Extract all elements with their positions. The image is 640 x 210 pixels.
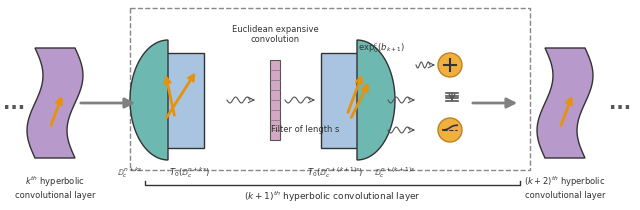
Text: $\mathbb{D}_c^{n+ks}$: $\mathbb{D}_c^{n+ks}$ (117, 165, 143, 180)
FancyBboxPatch shape (321, 52, 359, 147)
PathPatch shape (130, 40, 168, 160)
Bar (130, 8, 530, 170)
Text: ...: ... (3, 93, 25, 113)
Text: $T_0(\mathbb{D}_c^{n+ks})$: $T_0(\mathbb{D}_c^{n+ks})$ (170, 165, 211, 180)
Text: $(k+1)^{th}$ hyperbolic convolutional layer: $(k+1)^{th}$ hyperbolic convolutional la… (244, 190, 421, 204)
Text: $(k+2)^{th}$ hyperbolic
convolutional layer: $(k+2)^{th}$ hyperbolic convolutional la… (524, 175, 605, 200)
PathPatch shape (537, 48, 593, 158)
Text: $k^{th}$ hyperbolic
convolutional layer: $k^{th}$ hyperbolic convolutional layer (15, 175, 95, 200)
Circle shape (438, 53, 462, 77)
Bar (270, 60, 280, 140)
PathPatch shape (357, 40, 395, 160)
Circle shape (438, 118, 462, 142)
Text: $\mathbb{D}_c^{n+(k+1)s}$: $\mathbb{D}_c^{n+(k+1)s}$ (374, 165, 415, 180)
FancyBboxPatch shape (166, 52, 204, 147)
Text: Filter of length s: Filter of length s (271, 125, 339, 134)
Text: $T_0(\mathbb{D}_c^{n+(k+1)s})$: $T_0(\mathbb{D}_c^{n+(k+1)s})$ (307, 165, 364, 180)
Text: ...: ... (609, 93, 631, 113)
Text: Euclidean expansive
convolution: Euclidean expansive convolution (232, 25, 318, 44)
PathPatch shape (27, 48, 83, 158)
Text: $\mathrm{exp}_0^c(b_{k+1})$: $\mathrm{exp}_0^c(b_{k+1})$ (358, 41, 405, 55)
